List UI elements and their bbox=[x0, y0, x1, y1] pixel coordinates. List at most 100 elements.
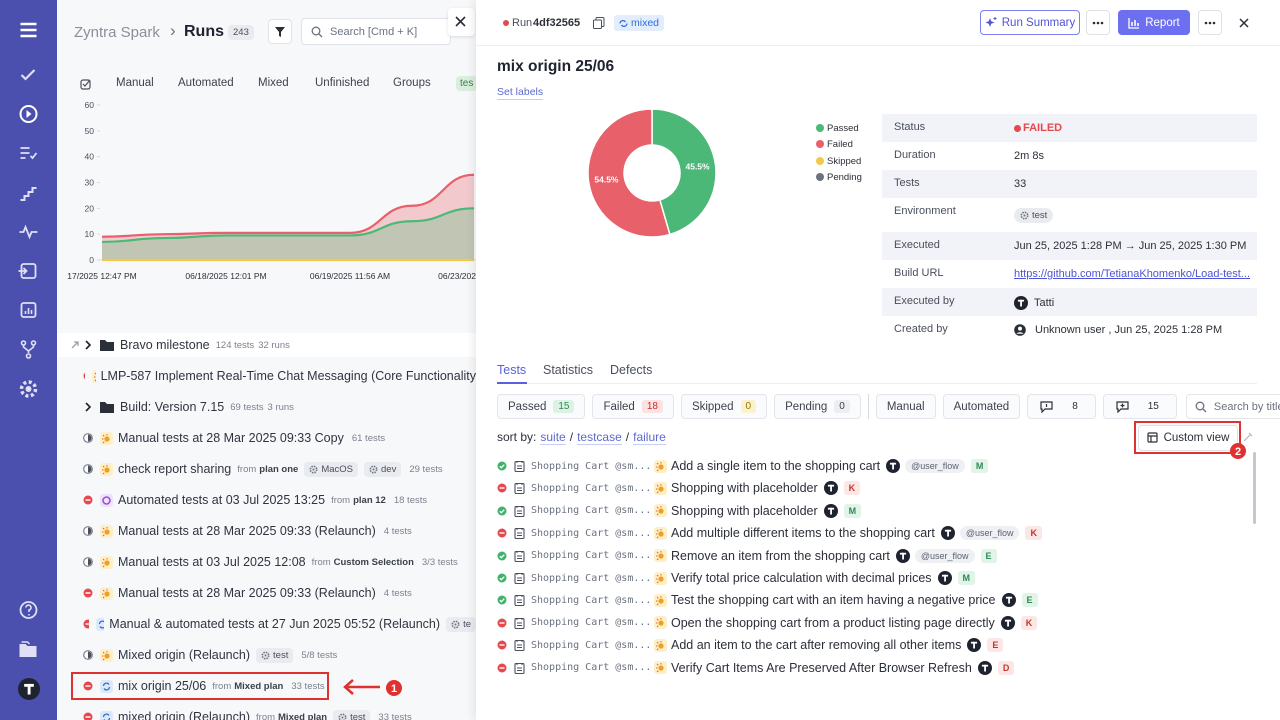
test-row[interactable]: Shopping Cart @sm... Verify total price c… bbox=[497, 568, 976, 588]
nav-icon[interactable] bbox=[0, 295, 57, 325]
run-row[interactable]: Manual tests at 03 Jul 2025 12:08 from Cus… bbox=[57, 550, 476, 574]
nav-icon[interactable] bbox=[0, 138, 57, 168]
nav-icon[interactable] bbox=[0, 334, 57, 364]
filter-chip[interactable]: Passed 15 bbox=[497, 394, 586, 419]
filter-chip[interactable]: 8 bbox=[1027, 394, 1096, 419]
more-button[interactable] bbox=[1198, 10, 1222, 35]
close-panel-button[interactable] bbox=[448, 8, 475, 36]
test-row[interactable]: Shopping Cart @sm... Add multiple differe… bbox=[497, 523, 1042, 543]
test-row[interactable]: Shopping Cart @sm... Verify Cart Items Ar… bbox=[497, 658, 1015, 678]
detail-tab[interactable]: Statistics bbox=[543, 363, 594, 377]
nav-icon[interactable] bbox=[0, 217, 57, 247]
run-row[interactable]: check report sharing from plan one MacOS dev… bbox=[57, 457, 476, 481]
nav-icon[interactable] bbox=[0, 99, 57, 129]
filter-button[interactable] bbox=[268, 19, 292, 44]
custom-view-button[interactable]: Custom view bbox=[1138, 425, 1238, 451]
sort-option[interactable]: suite bbox=[540, 430, 566, 445]
more-button[interactable] bbox=[1086, 10, 1110, 35]
filter-chip[interactable]: Manual bbox=[875, 394, 936, 419]
filter-label: Skipped bbox=[691, 400, 734, 413]
icon-part bbox=[497, 551, 507, 561]
filter-tab[interactable]: Groups bbox=[393, 77, 431, 89]
run-name: mixed origin (Relaunch) bbox=[118, 710, 251, 720]
detail-value: 33 bbox=[1014, 178, 1026, 190]
run-row[interactable]: mixed origin (Relaunch) from Mixed plan tes… bbox=[57, 705, 476, 720]
run-row[interactable]: Manual tests at 28 Mar 2025 09:33 (Relau… bbox=[57, 519, 476, 543]
run-row[interactable]: Mixed origin (Relaunch) test 5/8 tests bbox=[57, 643, 476, 667]
icon-part bbox=[1131, 19, 1140, 26]
nav-icon[interactable] bbox=[0, 374, 57, 404]
close-icon[interactable] bbox=[1237, 16, 1251, 30]
test-row[interactable]: Shopping Cart @sm... Add an item to the c… bbox=[497, 635, 1004, 655]
icon-part bbox=[516, 640, 523, 649]
scrollbar bbox=[1253, 452, 1256, 524]
filter-tab[interactable]: Unfinished bbox=[315, 77, 370, 89]
run-group-row[interactable]: Bravo milestone 124 tests 32 runs bbox=[57, 333, 476, 357]
detail-value: Unknown user , Jun 25, 2025 1:28 PM bbox=[1014, 324, 1222, 336]
dots-icon bbox=[1092, 21, 1104, 24]
filter-tab[interactable]: Automated bbox=[178, 77, 234, 89]
icon-part bbox=[20, 340, 27, 346]
project-name[interactable]: Zyntra Spark bbox=[74, 24, 160, 41]
search-icon bbox=[1195, 401, 1207, 413]
icon-part bbox=[19, 380, 38, 398]
test-row[interactable]: Shopping Cart @sm... Shopping with placeh… bbox=[497, 478, 861, 498]
nav-icon[interactable] bbox=[0, 178, 57, 208]
nav-icon[interactable] bbox=[0, 15, 57, 45]
nav-icon[interactable] bbox=[0, 635, 57, 665]
search-box[interactable]: Search [Cmd + K] bbox=[301, 18, 451, 45]
icon-part bbox=[1128, 17, 1140, 29]
report-button[interactable]: Report bbox=[1118, 10, 1190, 35]
run-name: Automated tests at 03 Jul 2025 13:25 bbox=[118, 493, 326, 507]
run-row[interactable]: LMP-587 Implement Real-Time Chat Messagi… bbox=[57, 364, 476, 388]
filter-icon bbox=[275, 27, 285, 37]
test-row[interactable]: Shopping Cart @sm... Open the shopping ca… bbox=[497, 613, 1038, 633]
detail-tab[interactable]: Defects bbox=[610, 363, 653, 377]
copy-icon[interactable] bbox=[593, 17, 605, 29]
sort-option[interactable]: failure bbox=[633, 430, 666, 445]
test-search[interactable]: Search by title/mes bbox=[1185, 394, 1280, 419]
donut-slice bbox=[651, 108, 717, 236]
tag-text: test bbox=[350, 711, 366, 720]
run-row[interactable]: Manual & automated tests at 27 Jun 2025 … bbox=[57, 612, 476, 636]
run-name: Manual tests at 28 Mar 2025 09:33 Copy bbox=[118, 431, 344, 445]
test-row[interactable]: Shopping Cart @sm... Shopping with placeh… bbox=[497, 501, 862, 521]
build-link[interactable]: https://github.com/TetianaKhomenko/Load-… bbox=[1014, 268, 1251, 280]
run-group-row[interactable]: Build: Version 7.15 69 tests 3 runs bbox=[57, 395, 476, 419]
test-row[interactable]: Shopping Cart @sm... Test the shopping ca… bbox=[497, 590, 1038, 610]
filter-chip[interactable]: Pending 0 bbox=[774, 394, 861, 419]
status-pending bbox=[83, 526, 93, 536]
filter-chip[interactable]: Skipped 0 bbox=[680, 394, 768, 419]
icon-part bbox=[514, 572, 525, 584]
group-name: Build: Version 7.15 bbox=[120, 400, 225, 414]
test-row[interactable]: Shopping Cart @sm... Add a single item to… bbox=[497, 456, 989, 476]
nav-icon[interactable] bbox=[0, 595, 57, 625]
filter-count: 0 bbox=[834, 400, 850, 413]
tag-chip[interactable]: tes bbox=[456, 76, 476, 91]
y-tick-label: 40 bbox=[85, 152, 95, 162]
icon-part bbox=[1243, 432, 1253, 442]
icon-part bbox=[658, 665, 664, 671]
status-failed bbox=[497, 483, 507, 493]
sort-option[interactable]: testcase bbox=[577, 430, 622, 445]
run-row[interactable]: Manual tests at 28 Mar 2025 09:33 (Relau… bbox=[57, 581, 476, 605]
test-count: 61 tests bbox=[351, 432, 386, 444]
run-row[interactable]: Manual tests at 28 Mar 2025 09:33 Copy 61… bbox=[57, 426, 476, 450]
icon-part bbox=[24, 308, 33, 314]
test-row[interactable]: Shopping Cart @sm... Remove an item from … bbox=[497, 546, 997, 566]
filter-chip[interactable]: Automated bbox=[942, 394, 1021, 419]
nav-icon[interactable] bbox=[0, 60, 57, 90]
detail-tab[interactable]: Tests bbox=[497, 363, 527, 377]
sort-separator: / bbox=[625, 430, 630, 444]
nav-icon[interactable] bbox=[0, 256, 57, 286]
set-labels-link[interactable]: Set labels bbox=[497, 86, 544, 100]
filter-label: Passed bbox=[508, 400, 547, 413]
filter-tab[interactable]: Mixed bbox=[258, 77, 289, 89]
filter-tab[interactable]: Manual bbox=[116, 77, 154, 89]
filter-chip[interactable]: 15 bbox=[1102, 394, 1177, 419]
run-summary-button[interactable]: Run Summary bbox=[980, 10, 1080, 35]
filter-chip[interactable]: Failed 18 bbox=[592, 394, 674, 419]
run-row[interactable]: Automated tests at 03 Jul 2025 13:25 from… bbox=[57, 488, 476, 512]
run-row[interactable]: mix origin 25/06 from Mixed plan 33 tests bbox=[57, 674, 476, 698]
